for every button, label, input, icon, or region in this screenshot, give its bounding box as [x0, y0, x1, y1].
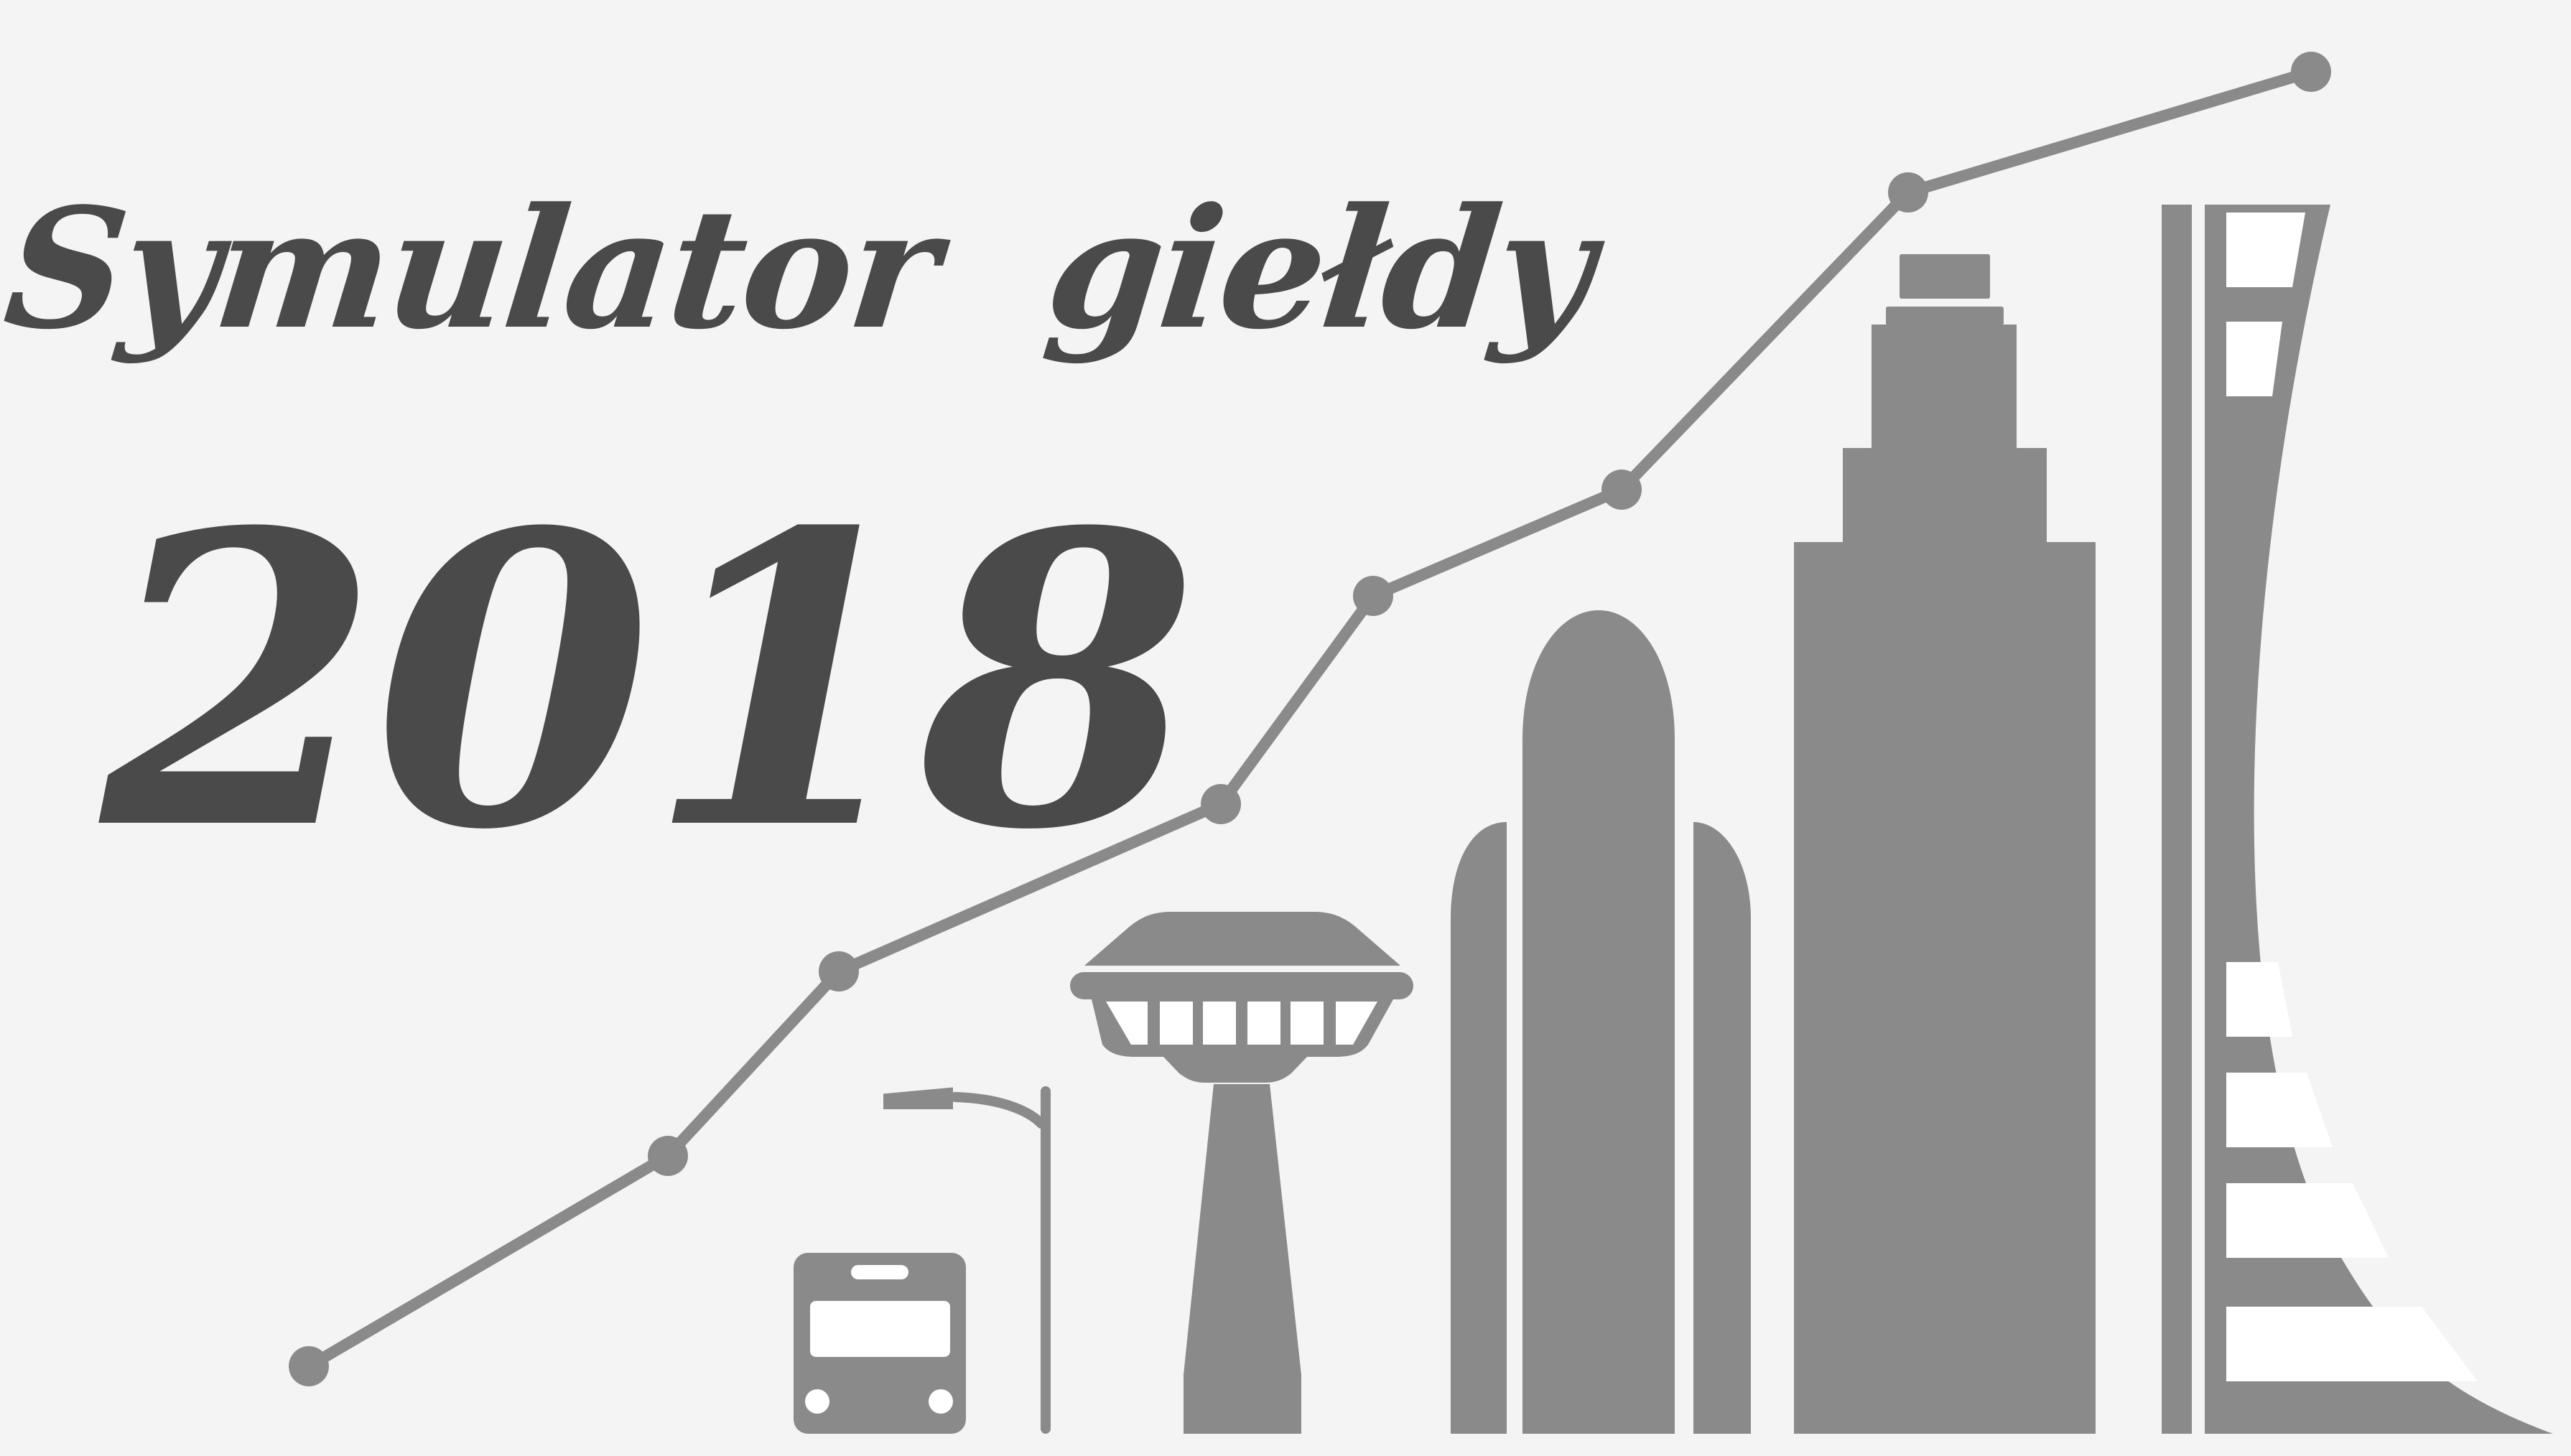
- street-lamp-icon: [883, 1086, 1051, 1434]
- skyscraper-icon: [1794, 254, 2096, 1434]
- rocket-building-icon: [1451, 610, 1751, 1434]
- rising-line-graph-icon: [289, 52, 2331, 1386]
- curved-tower-icon: [2162, 205, 2553, 1434]
- bus-icon: [794, 1253, 966, 1434]
- title-line-1: Symulator: [0, 172, 945, 366]
- tower-icon: [1070, 912, 1413, 1434]
- title-line-2: giełdy: [1038, 172, 1600, 366]
- year-label: 2018: [101, 446, 1199, 918]
